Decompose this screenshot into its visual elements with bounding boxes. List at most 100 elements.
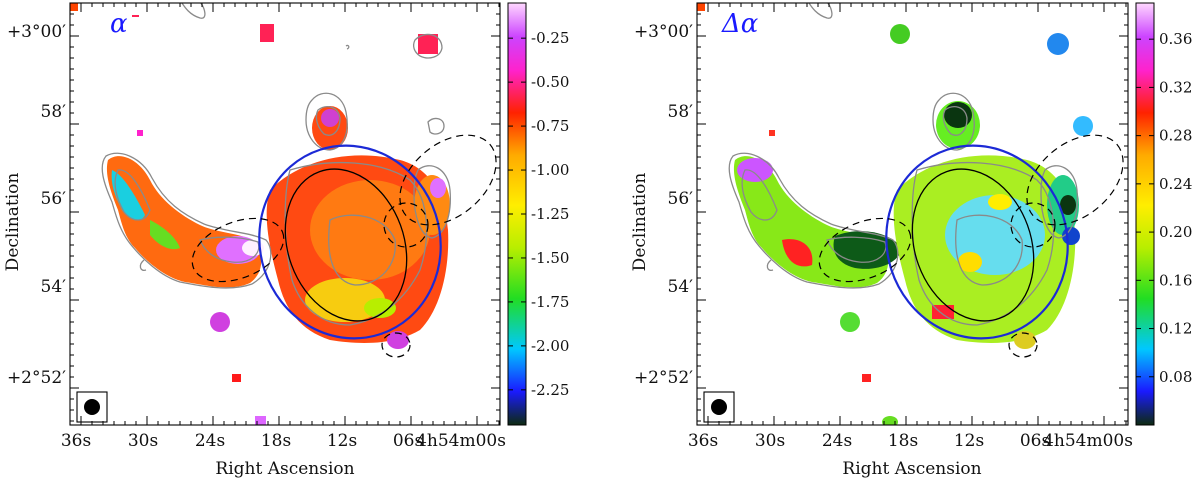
alpha-src-h (70, 3, 78, 11)
alpha-cb-label-1: -0.50 (531, 73, 569, 91)
dalpha-ytick-0: +3°00′ (634, 22, 693, 42)
dalpha-frame (696, 2, 1129, 426)
alpha-src-e (232, 374, 241, 382)
alpha-xtick-2: 24s (195, 431, 225, 451)
dalpha-blue-ellipse (885, 144, 1069, 340)
alpha-label-mark (132, 15, 139, 17)
alpha-xtick-4: 12s (327, 431, 357, 451)
dalpha-minor-ticks (697, 3, 1128, 425)
alpha-map (70, 3, 497, 425)
alpha-cb-label-5: -1.50 (531, 249, 569, 267)
alpha-minor-ticks (70, 3, 500, 425)
dalpha-cb-label-5: 0.16 (1159, 271, 1192, 289)
dalpha-xtick-3: 18s (888, 431, 918, 451)
alpha-panel-label: α (110, 9, 128, 39)
alpha-xtick-5: 06s (393, 431, 423, 451)
alpha-xtick-6: 4h54m00s (416, 431, 506, 451)
alpha-ytick-4: +2°52′ (7, 368, 66, 388)
alpha-contours (101, 3, 451, 326)
dalpha-src-h (862, 374, 871, 382)
dalpha-xtick-2: 24s (822, 431, 852, 451)
alpha-cb-label-8: -2.25 (531, 381, 569, 399)
alpha-north-blob-core (321, 109, 339, 127)
alpha-ytick-2: 56′ (41, 189, 67, 209)
delta-alpha-map (697, 3, 1124, 425)
dalpha-east-blob-core (1060, 195, 1076, 215)
dalpha-beam (711, 399, 727, 415)
dalpha-halo-yellow2 (988, 194, 1012, 210)
alpha-tail-blue (111, 170, 145, 221)
dalpha-colorbar (1135, 2, 1155, 426)
alpha-cb-label-7: -2.00 (531, 337, 569, 355)
dalpha-colorbar-ticks: 0.36 0.32 0.28 0.24 0.20 0.16 0.12 0.08 (1136, 30, 1192, 386)
dalpha-tail-red (782, 239, 813, 267)
dalpha-xtick-4: 12s (954, 431, 984, 451)
alpha-xtick-0: 36s (61, 431, 91, 451)
dalpha-red-patch (932, 305, 954, 319)
alpha-xtick-3: 18s (261, 431, 291, 451)
dalpha-ytick-4: +2°52′ (634, 368, 693, 388)
alpha-ytick-1: 58′ (41, 102, 67, 122)
alpha-blue-ellipse (258, 144, 442, 340)
alpha-cb-label-0: -0.25 (531, 29, 569, 47)
dalpha-ytick-3: 54′ (668, 277, 694, 297)
dalpha-cb-label-6: 0.12 (1159, 320, 1192, 338)
dalpha-cb-label-3: 0.24 (1159, 175, 1192, 193)
dalpha-ytick-2: 56′ (668, 189, 694, 209)
alpha-src-g (137, 130, 143, 136)
alpha-black-ellipse (284, 168, 408, 322)
alpha-colorbar-ticks: -0.25 -0.50 -0.75 -1.00 -1.25 -1.50 -1.75 -2.00… (508, 29, 569, 399)
dalpha-tail-darkgreen (833, 231, 902, 269)
dalpha-cb-label-4: 0.20 (1159, 223, 1192, 241)
dalpha-src-i (769, 130, 775, 136)
alpha-cb-label-2: -0.75 (531, 117, 569, 135)
alpha-beam-box (76, 391, 108, 423)
dalpha-dashed-ellipses (818, 134, 1124, 358)
alpha-src-c (210, 312, 230, 332)
panel-delta-alpha: Δα +3°00′ 58′ 56′ 54′ +2°52′ 36s 30s 24s… (630, 2, 1192, 479)
dalpha-src-c (1073, 116, 1093, 136)
dalpha-cb-label-1: 0.32 (1159, 78, 1192, 96)
dalpha-src-f (1014, 331, 1036, 349)
alpha-halo-green (364, 298, 396, 318)
panel-alpha: α +3°00′ 58′ 56′ 54′ +2°52′ 36s 30s 24s … (3, 2, 569, 479)
alpha-xtick-1: 30s (128, 431, 158, 451)
alpha-cb-label-3: -1.00 (531, 161, 569, 179)
dalpha-src-j (697, 3, 705, 11)
dalpha-xtick-5: 06s (1020, 431, 1050, 451)
dalpha-black-ellipse (911, 168, 1035, 322)
dalpha-panel-label: Δα (721, 9, 759, 39)
dalpha-xtick-6: 4h54m00s (1043, 431, 1133, 451)
alpha-ytick-3: 54′ (41, 277, 67, 297)
dalpha-cb-label-2: 0.28 (1159, 127, 1192, 145)
alpha-cb-label-4: -1.25 (531, 205, 569, 223)
alpha-tail-green (150, 220, 180, 250)
dalpha-src-a (890, 24, 910, 44)
alpha-ytick-0: +3°00′ (7, 22, 66, 42)
dalpha-xlabel: Right Ascension (842, 459, 981, 479)
dalpha-north-blob-core (944, 102, 972, 128)
dalpha-ylabel: Declination (630, 173, 650, 272)
alpha-src-d (387, 331, 409, 349)
alpha-halo-orange (310, 180, 430, 280)
dalpha-contours (728, 3, 1078, 326)
dalpha-tail-purple (737, 158, 773, 182)
alpha-frame (69, 2, 501, 426)
alpha-dashed-ellipses (191, 134, 497, 358)
dalpha-halo-yellow (958, 252, 982, 272)
dalpha-xtick-1: 30s (755, 431, 785, 451)
alpha-beam (84, 399, 100, 415)
alpha-north-blob (312, 106, 348, 150)
dalpha-src-b (1047, 33, 1069, 55)
dalpha-cb-label-7: 0.08 (1159, 368, 1192, 386)
dalpha-cb-label-0: 0.36 (1159, 30, 1192, 48)
alpha-xlabel: Right Ascension (215, 459, 354, 479)
dalpha-xtick-0: 36s (688, 431, 718, 451)
dalpha-ytick-1: 58′ (668, 102, 694, 122)
dalpha-src-e (840, 312, 860, 332)
dalpha-src-g (882, 416, 898, 425)
alpha-east-blob-core (430, 178, 446, 198)
alpha-cb-label-6: -1.75 (531, 293, 569, 311)
alpha-src-f (255, 416, 266, 425)
